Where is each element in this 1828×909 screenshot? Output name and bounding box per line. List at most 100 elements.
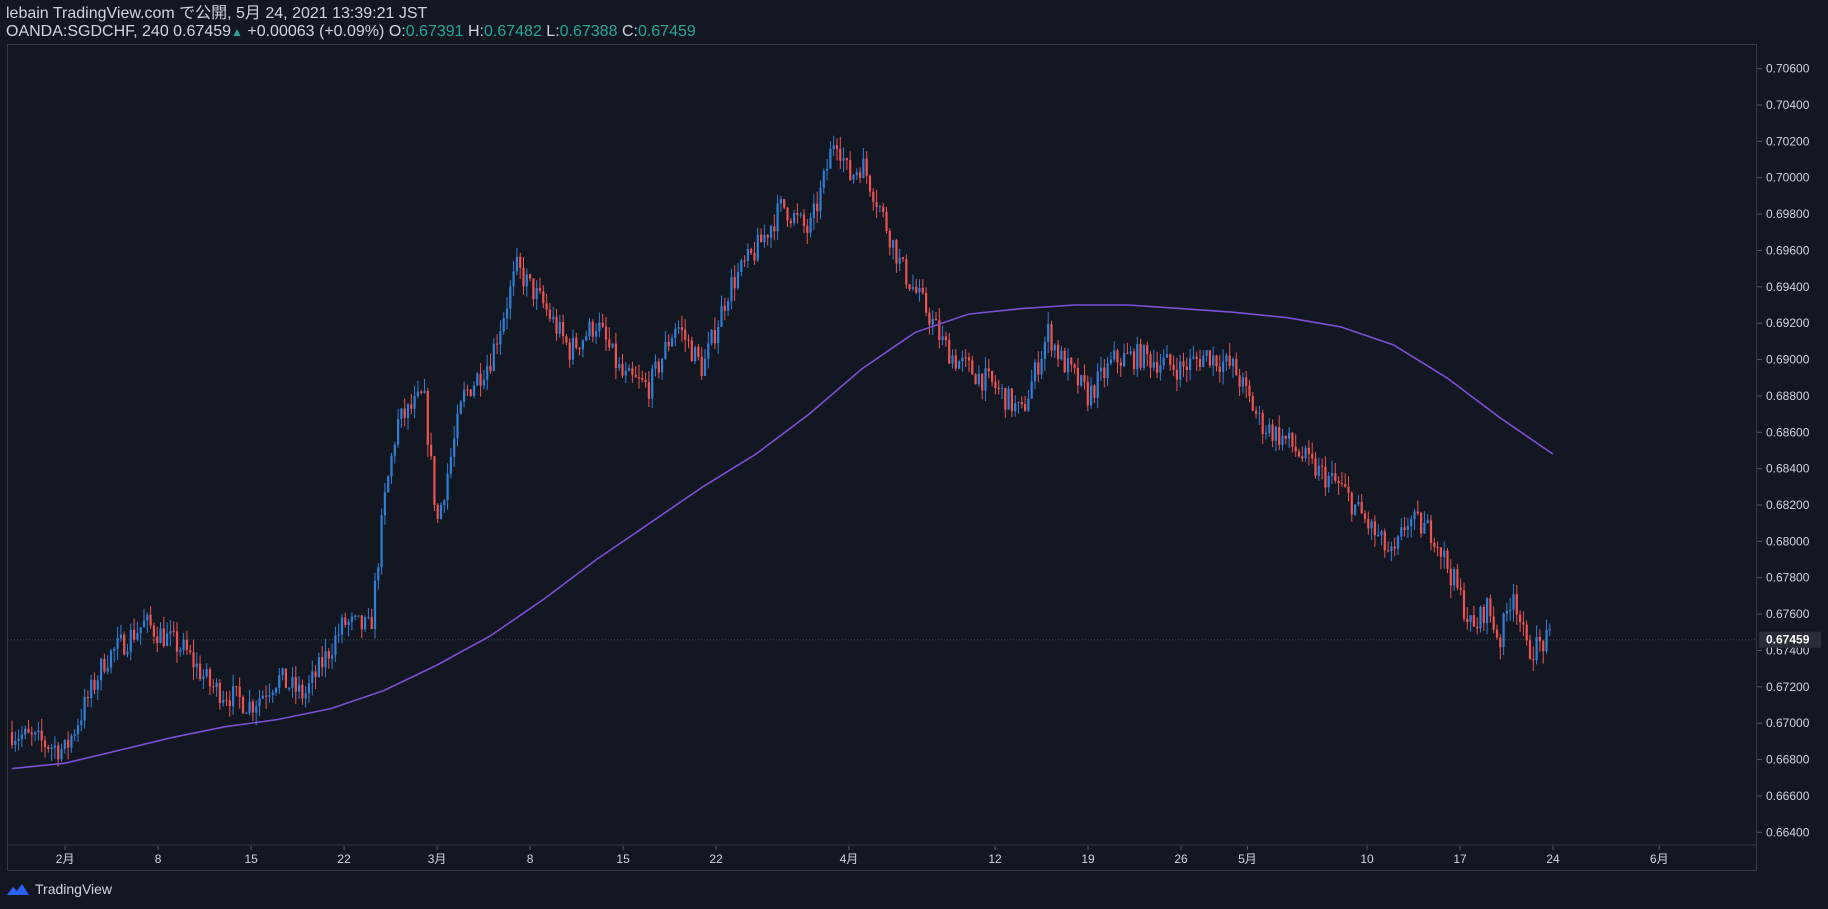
candle-body — [1264, 432, 1268, 434]
candle-body — [905, 259, 908, 285]
candle-body — [1202, 355, 1205, 367]
candle-body — [364, 617, 367, 630]
y-tick-label: 0.70200 — [1766, 134, 1810, 148]
candle-body — [608, 339, 611, 348]
candle-body — [1132, 351, 1136, 370]
candle-body — [182, 639, 185, 651]
candle-body — [202, 676, 205, 680]
candle-body — [67, 739, 70, 748]
candle-body — [1218, 366, 1221, 372]
candle-body — [1301, 456, 1304, 459]
candle-body — [713, 329, 716, 344]
chart-pane[interactable] — [7, 44, 1757, 871]
candle-body — [47, 746, 50, 749]
candle-body — [1251, 395, 1254, 411]
candle-body — [1519, 614, 1522, 623]
candle-body — [1017, 402, 1020, 404]
candle-body — [611, 343, 614, 348]
candle-body — [601, 322, 604, 327]
candle-body — [251, 701, 254, 713]
candle-body — [17, 738, 20, 741]
symbol-interval[interactable]: OANDA:SGDCHF, 240 — [6, 23, 169, 40]
candle-body — [1469, 615, 1472, 623]
y-tick-label: 0.69000 — [1766, 353, 1810, 367]
candle-body — [595, 331, 598, 337]
candle-body — [756, 234, 759, 261]
candle-body — [1453, 569, 1456, 586]
candle-body — [1010, 388, 1013, 412]
candle-body — [1238, 375, 1241, 387]
candle-body — [532, 278, 535, 300]
candle-body — [1439, 547, 1442, 558]
candle-body — [433, 456, 436, 505]
candle-body — [509, 286, 512, 309]
candle-body — [644, 379, 647, 383]
candle-body — [618, 364, 621, 368]
candle-body — [1215, 355, 1218, 367]
candle-body — [222, 699, 225, 703]
candle-body — [146, 614, 149, 621]
candle-body — [865, 158, 868, 176]
candle-body — [707, 343, 710, 359]
candle-body — [245, 712, 248, 714]
candle-body — [436, 504, 439, 519]
candle-body — [736, 271, 740, 289]
x-tick-label: 15 — [244, 852, 258, 866]
candle-body — [423, 391, 426, 394]
candle-body — [1109, 359, 1112, 364]
tradingview-brand[interactable]: TradingView — [6, 881, 112, 897]
candle-body — [175, 631, 179, 652]
candle-body — [1208, 350, 1211, 366]
candle-body — [723, 305, 726, 311]
candle-body — [1472, 615, 1475, 627]
candle-body — [90, 679, 93, 699]
candle-body — [753, 252, 756, 261]
candle-body — [793, 212, 796, 224]
candle-body — [631, 368, 634, 375]
candle-body — [512, 271, 515, 287]
x-tick-label: 12 — [988, 852, 1002, 866]
candle-body — [1248, 385, 1251, 396]
candle-body — [997, 387, 1000, 389]
candle-body — [835, 145, 839, 149]
candle-body — [1073, 364, 1076, 368]
candle-body — [1489, 598, 1492, 617]
candle-body — [1423, 523, 1426, 534]
candle-body — [1360, 502, 1363, 514]
candle-body — [703, 358, 707, 376]
candle-body — [298, 684, 301, 692]
candle-body — [1195, 356, 1198, 360]
candle-body — [1542, 641, 1545, 652]
candle-body — [931, 318, 934, 325]
last-price-label: 0.67459 — [1766, 633, 1810, 647]
candle-body — [479, 373, 482, 386]
candle-body — [670, 337, 674, 347]
candle-body — [779, 199, 782, 204]
candle-body — [664, 341, 667, 359]
candle-body — [1509, 609, 1512, 611]
candle-body — [393, 444, 396, 456]
close-value: 0.67459 — [637, 23, 696, 40]
candle-body — [496, 343, 499, 345]
candle-body — [1024, 404, 1027, 411]
candle-body — [710, 329, 713, 344]
candle-body — [43, 740, 47, 747]
candle-body — [1149, 354, 1152, 368]
candle-body — [1222, 361, 1225, 372]
candle-body — [1387, 550, 1390, 552]
candle-body — [334, 635, 337, 656]
candle-body — [20, 734, 23, 739]
candle-body — [1340, 483, 1343, 485]
candle-body — [806, 225, 809, 233]
candle-body — [558, 321, 561, 334]
candle-body — [463, 389, 466, 402]
candle-body — [614, 343, 617, 368]
candle-body — [948, 339, 951, 364]
y-tick-label: 0.66800 — [1766, 753, 1810, 767]
candle-body — [1000, 388, 1004, 390]
candle-body — [100, 658, 103, 681]
candle-body — [1317, 465, 1320, 477]
candle-body — [1172, 364, 1175, 371]
high-label: H: — [468, 23, 484, 40]
